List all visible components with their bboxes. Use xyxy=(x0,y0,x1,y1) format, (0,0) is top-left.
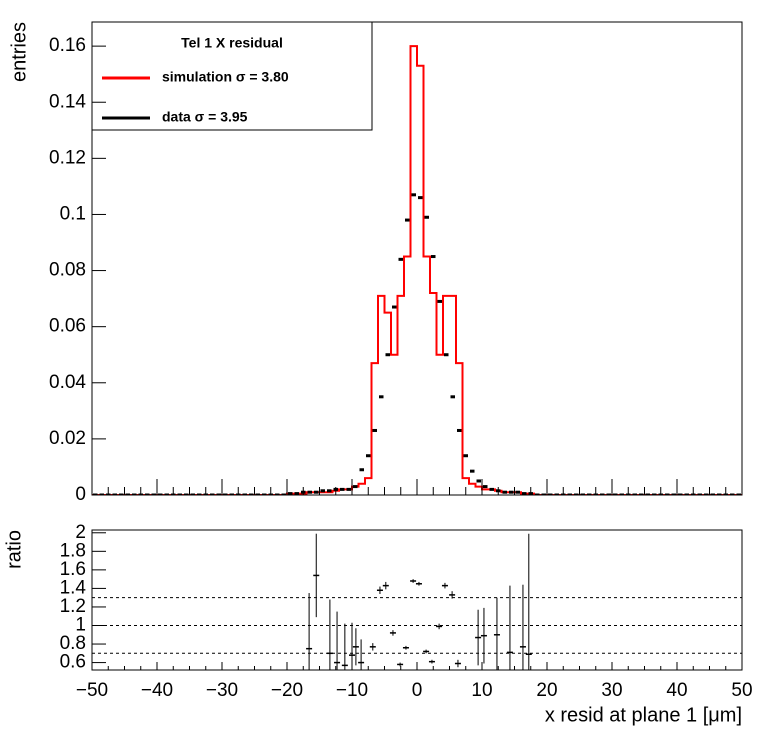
legend-label: data σ = 3.95 xyxy=(162,109,248,125)
histogram-line xyxy=(92,45,742,495)
error-point xyxy=(519,584,526,670)
x-tick-label: −40 xyxy=(141,680,173,701)
error-point xyxy=(475,609,482,666)
x-tick-label: 0 xyxy=(412,680,423,701)
error-point xyxy=(449,591,456,599)
error-point xyxy=(306,593,313,670)
y-tick-label: 1.8 xyxy=(60,540,86,561)
error-point xyxy=(410,579,417,583)
legend-label: simulation σ = 3.80 xyxy=(162,69,289,85)
x-tick-label: 30 xyxy=(601,680,622,701)
y-tick-label: 1.2 xyxy=(60,596,86,617)
x-tick-label: 50 xyxy=(731,680,752,701)
x-tick-label: −50 xyxy=(76,680,108,701)
x-tick-label: 40 xyxy=(666,680,687,701)
error-point xyxy=(369,643,376,651)
plot-area xyxy=(92,533,742,670)
error-point xyxy=(313,533,320,618)
y-tick-label: 0.8 xyxy=(60,633,86,654)
x-tick-label: −10 xyxy=(336,680,368,701)
frame xyxy=(91,529,743,671)
error-point xyxy=(352,628,359,666)
plot-area xyxy=(92,45,742,495)
y-tick-label: 0.06 xyxy=(49,316,86,337)
error-point xyxy=(415,581,422,586)
y-tick-label: 0 xyxy=(75,484,86,505)
error-point xyxy=(389,630,396,636)
error-point xyxy=(428,659,435,664)
y-tick-label: 0.6 xyxy=(60,652,86,673)
y-tick-label: 1.4 xyxy=(60,577,87,598)
error-point xyxy=(341,623,348,670)
error-point xyxy=(402,645,409,650)
x-tick-label: −30 xyxy=(206,680,238,701)
x-tick-label: 10 xyxy=(471,680,492,701)
y-tick-label: 0.02 xyxy=(49,428,86,449)
error-point xyxy=(423,649,430,654)
error-point xyxy=(506,585,513,670)
y-tick-label: 0.16 xyxy=(49,35,86,56)
y-tick-label: 2 xyxy=(75,522,86,543)
error-point xyxy=(454,659,461,668)
legend-title: Tel 1 X residual xyxy=(181,35,283,51)
y-tick-label: 0.14 xyxy=(49,91,86,112)
error-point xyxy=(525,533,532,670)
error-point xyxy=(376,586,383,594)
y-tick-label: 0.08 xyxy=(49,260,86,281)
error-point xyxy=(334,611,341,670)
error-point xyxy=(493,597,500,670)
y-tick-label: 1 xyxy=(75,615,86,636)
x-tick-label: −20 xyxy=(271,680,303,701)
error-point xyxy=(382,581,389,590)
error-point xyxy=(349,622,355,670)
error-point xyxy=(480,607,487,664)
error-point xyxy=(397,662,404,667)
x-axis-title: x resid at plane 1 [μm] xyxy=(545,704,742,726)
y-axis-title: entries xyxy=(8,22,30,82)
error-point xyxy=(436,623,443,630)
y-tick-label: 0.04 xyxy=(49,372,86,393)
error-point xyxy=(326,599,333,670)
error-point xyxy=(441,582,448,589)
y-tick-label: 0.12 xyxy=(49,147,86,168)
y-tick-label: 1.6 xyxy=(60,559,86,580)
legend-box xyxy=(91,21,373,131)
y-tick-label: 0.1 xyxy=(60,203,86,224)
error-point xyxy=(358,639,365,670)
x-tick-label: 20 xyxy=(536,680,557,701)
y-axis-title: ratio xyxy=(3,530,25,569)
